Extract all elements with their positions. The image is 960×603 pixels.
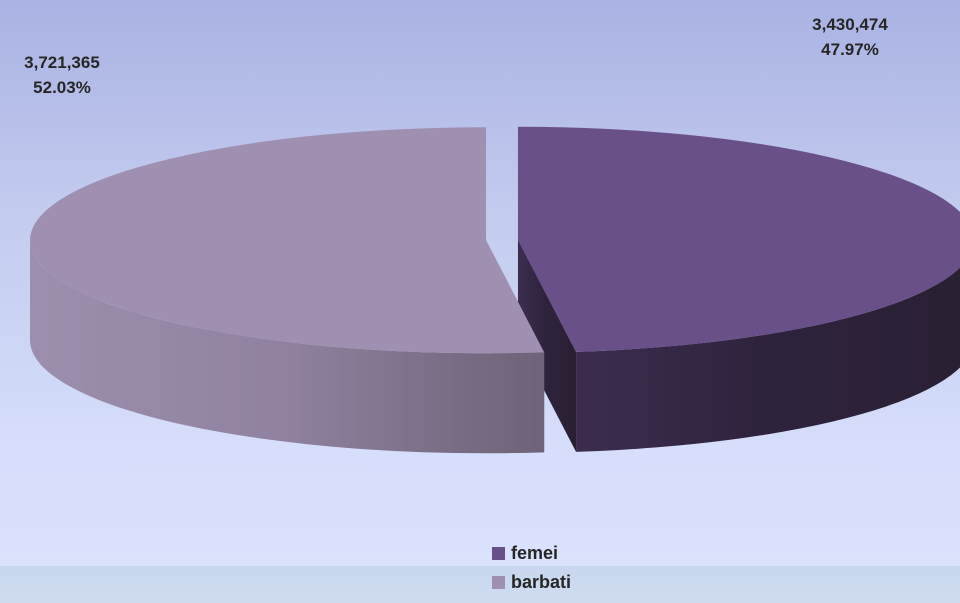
pie-slice-femei — [517, 126, 960, 352]
data-label-percent: 52.03% — [33, 78, 91, 97]
data-label-percent: 47.97% — [821, 40, 879, 59]
legend-item-barbati: barbati — [492, 569, 571, 595]
legend: femei barbati — [492, 540, 571, 598]
data-label-femei: 3,430,474 47.97% — [780, 12, 920, 62]
footer-band — [0, 566, 960, 603]
legend-label: barbati — [511, 571, 572, 592]
legend-swatch — [492, 546, 505, 560]
data-label-barbati: 3,721,365 52.03% — [0, 50, 132, 100]
data-label-value: 3,721,365 — [24, 53, 100, 72]
slice-outer-wall-femei — [576, 267, 960, 452]
pie-slice-barbati — [30, 127, 545, 354]
legend-swatch — [492, 575, 505, 589]
slice-cut-wall-femei — [517, 239, 577, 452]
data-label-value: 3,430,474 — [812, 15, 888, 34]
legend-label: femei — [511, 542, 559, 563]
legend-item-femei: femei — [492, 540, 571, 566]
slice-outer-wall-barbati — [30, 240, 545, 454]
